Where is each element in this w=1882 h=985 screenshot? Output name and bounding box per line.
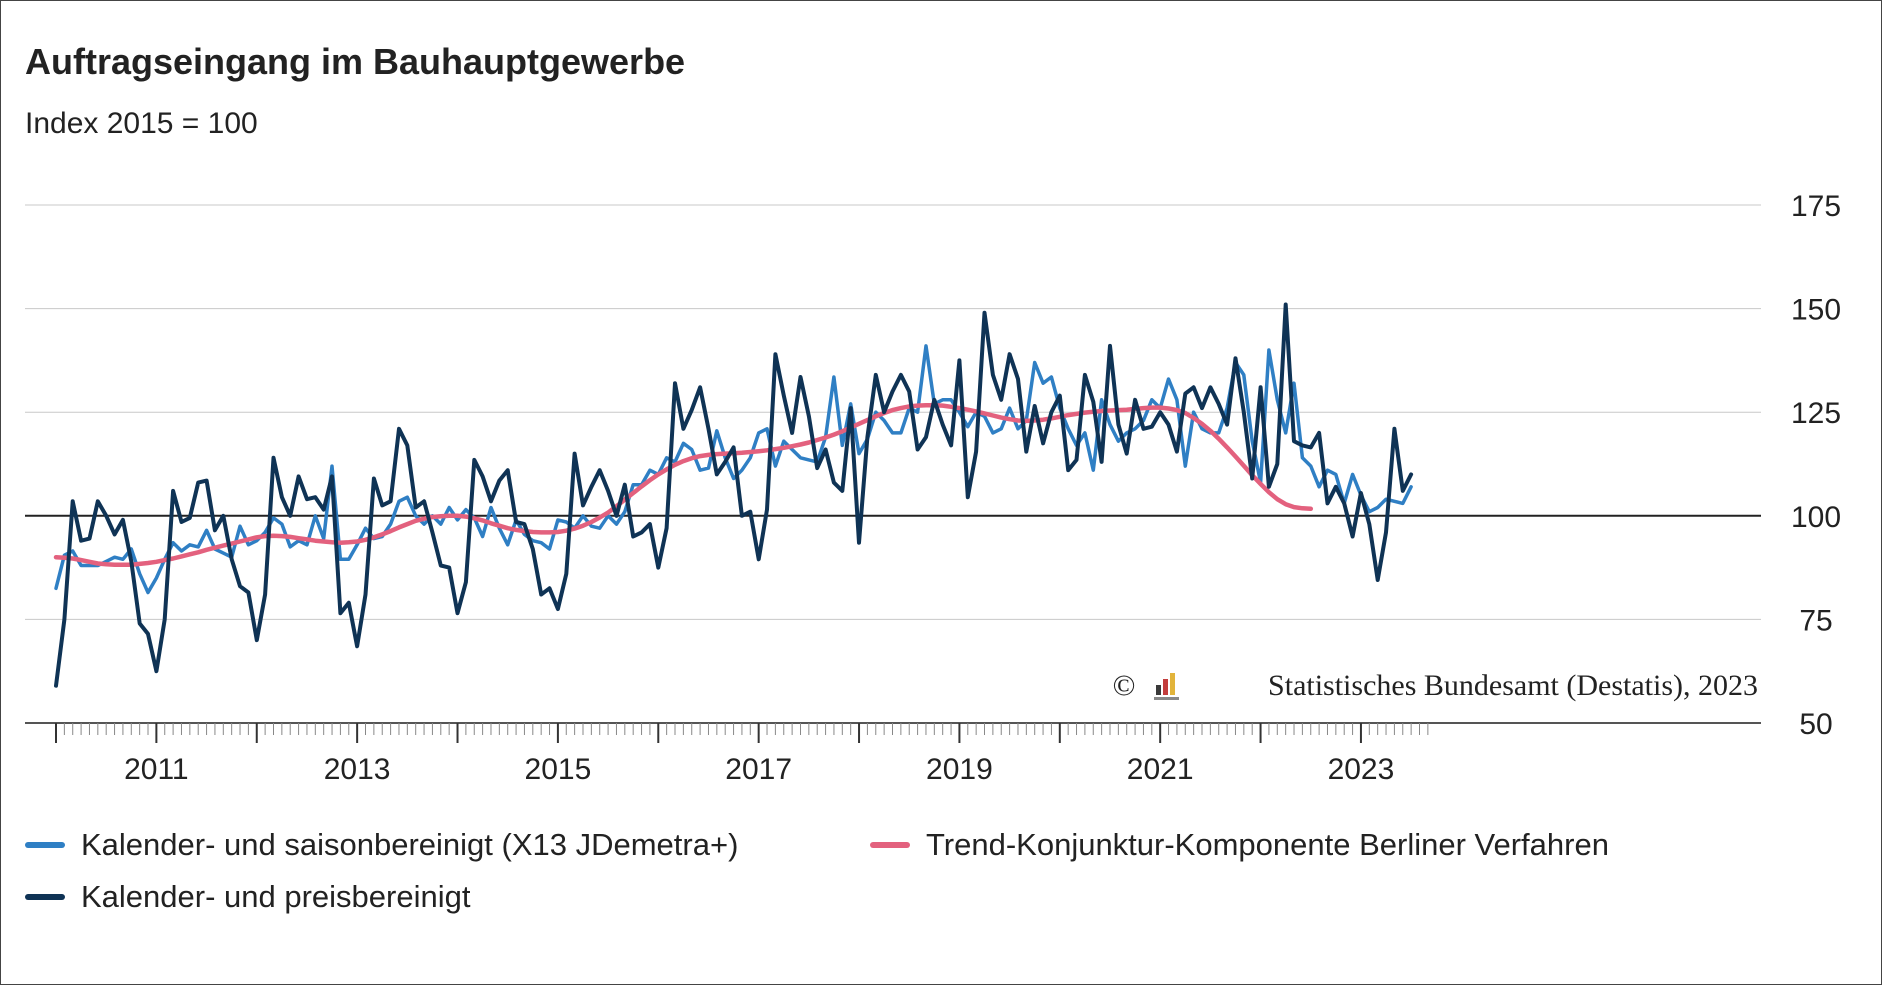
copyright-text: Statistisches Bundesamt (Destatis), 2023 bbox=[1268, 669, 1758, 702]
legend-swatch bbox=[870, 842, 910, 848]
y-tick-label: 125 bbox=[1791, 397, 1841, 430]
series-line-3 bbox=[54, 302, 1414, 688]
y-tick-label: 150 bbox=[1791, 294, 1841, 327]
x-tick-label: 2021 bbox=[1127, 753, 1194, 786]
legend-item: Kalender- und preisbereinigt bbox=[25, 879, 470, 915]
chart-title: Auftragseingang im Bauhauptgewerbe bbox=[25, 41, 686, 82]
chart-legend: Kalender- und saisonbereinigt (X13 JDeme… bbox=[25, 827, 1825, 937]
legend-swatch bbox=[25, 842, 65, 848]
legend-swatch bbox=[25, 894, 65, 900]
legend-label: Trend-Konjunktur-Komponente Berliner Ver… bbox=[926, 827, 1609, 862]
destatis-logo-base bbox=[1154, 697, 1179, 700]
legend-item: Kalender- und saisonbereinigt (X13 JDeme… bbox=[25, 827, 738, 863]
destatis-logo-bar bbox=[1170, 673, 1175, 695]
destatis-logo-bar bbox=[1163, 679, 1168, 695]
destatis-logo-bar bbox=[1156, 685, 1161, 695]
chart-subtitle: Index 2015 = 100 bbox=[25, 107, 258, 140]
x-tick-label: 2013 bbox=[324, 753, 391, 786]
x-tick-label: 2017 bbox=[725, 753, 792, 786]
copyright-symbol: © bbox=[1113, 669, 1136, 702]
x-tick-label: 2019 bbox=[926, 753, 993, 786]
legend-label: Kalender- und saisonbereinigt (X13 JDeme… bbox=[81, 827, 739, 862]
legend-label: Kalender- und preisbereinigt bbox=[81, 879, 471, 914]
x-tick-label: 2023 bbox=[1328, 753, 1395, 786]
x-tick-label: 2011 bbox=[124, 753, 189, 786]
series-line-2 bbox=[53, 402, 1314, 567]
x-tick-label: 2015 bbox=[525, 753, 592, 786]
y-tick-label: 50 bbox=[1799, 708, 1832, 741]
y-tick-label: 100 bbox=[1791, 501, 1841, 534]
series-line-1 bbox=[54, 344, 1413, 595]
legend-item: Trend-Konjunktur-Komponente Berliner Ver… bbox=[870, 827, 1609, 863]
y-tick-label: 75 bbox=[1799, 604, 1832, 637]
y-tick-label: 175 bbox=[1791, 190, 1841, 223]
